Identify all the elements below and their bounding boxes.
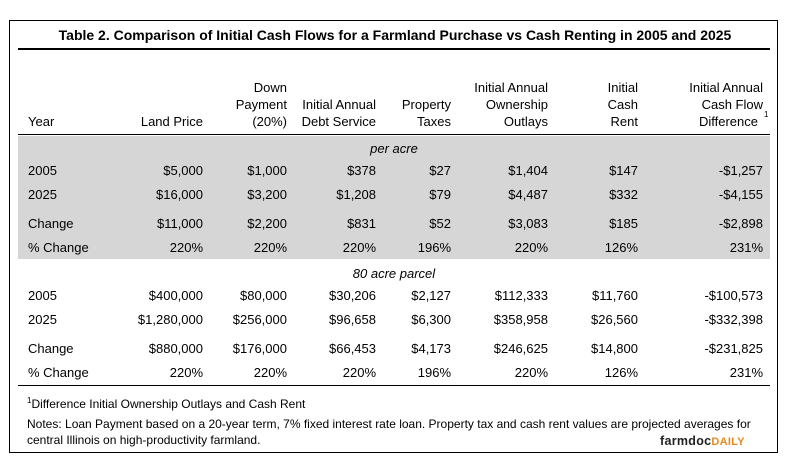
table-cell: $2,200 xyxy=(247,216,287,231)
table-cell: 220% xyxy=(169,365,203,380)
column-header-6-line-1: Cash xyxy=(607,97,638,112)
logo-part-1: farmdoc xyxy=(660,434,712,448)
column-header-6-line-0: Initial xyxy=(607,80,638,95)
logo-part-2: DAILY xyxy=(711,436,745,448)
table-cell: 196% xyxy=(417,365,451,380)
header-rule xyxy=(18,134,770,135)
row-label: Change xyxy=(28,216,74,231)
farmdoc-daily-logo: farmdocDAILY xyxy=(660,434,745,448)
footnote-text: Difference Initial Ownership Outlays and… xyxy=(31,397,306,411)
row-label: 2005 xyxy=(28,288,57,303)
table-cell: 231% xyxy=(729,365,763,380)
section-label: per acre xyxy=(370,141,418,156)
table-cell: $5,000 xyxy=(163,163,203,178)
table-cell: $1,404 xyxy=(508,163,548,178)
table-cell: $4,487 xyxy=(508,187,548,202)
table-cell: $79 xyxy=(429,187,451,202)
notes-line-2: central Illinois on high-productivity fa… xyxy=(27,433,261,447)
table-cell: 220% xyxy=(342,365,376,380)
table-cell: $14,800 xyxy=(591,341,638,356)
table-cell: 220% xyxy=(514,365,548,380)
table-cell: $11,000 xyxy=(156,216,203,231)
column-header-1-line-0: Land Price xyxy=(140,114,203,129)
column-header-3-line-1: Debt Service xyxy=(301,114,376,129)
column-header-2-line-1: Payment xyxy=(235,97,287,112)
table-cell: $96,658 xyxy=(329,312,376,327)
footnote-mark: 1 xyxy=(27,396,32,405)
table-cell: $256,000 xyxy=(232,312,287,327)
table-cell: 220% xyxy=(253,240,287,255)
column-header-footnote-mark: 1 xyxy=(764,110,769,119)
table-cell: $80,000 xyxy=(240,288,287,303)
table-cell: $16,000 xyxy=(156,187,203,202)
table-cell: 196% xyxy=(417,240,451,255)
column-header-3-line-0: Initial Annual xyxy=(302,97,376,112)
row-label: % Change xyxy=(28,240,89,255)
table-cell: $1,280,000 xyxy=(137,312,203,327)
table-cell: -$231,825 xyxy=(704,341,763,356)
table-cell: $378 xyxy=(347,163,376,178)
table-cell: -$332,398 xyxy=(704,312,763,327)
table-cell: $831 xyxy=(347,216,376,231)
table-cell: $1,000 xyxy=(247,163,287,178)
column-header-4-line-1: Taxes xyxy=(417,114,451,129)
table-cell: $400,000 xyxy=(148,288,203,303)
column-header-5-line-2: Outlays xyxy=(503,114,548,129)
notes-line-1: Notes: Loan Payment based on a 20-year t… xyxy=(27,417,751,431)
column-header-0-line-0: Year xyxy=(28,114,55,129)
table-cell: $27 xyxy=(429,163,451,178)
table-cell: $3,083 xyxy=(508,216,548,231)
footnote: 1Difference Initial Ownership Outlays an… xyxy=(27,393,305,412)
column-header-7-line-1: Cash Flow xyxy=(701,97,763,112)
table-bottom-rule xyxy=(18,385,770,386)
column-header-2-line-0: Down xyxy=(253,80,287,95)
table-cell: 126% xyxy=(604,240,638,255)
table-cell: 126% xyxy=(604,365,638,380)
table-cell: -$1,257 xyxy=(718,163,763,178)
table-cell: $30,206 xyxy=(329,288,376,303)
table-cell: 231% xyxy=(729,240,763,255)
table-cell: 220% xyxy=(253,365,287,380)
table-cell: 220% xyxy=(169,240,203,255)
title-rule xyxy=(18,48,770,50)
table-title: Table 2. Comparison of Initial Cash Flow… xyxy=(58,27,732,43)
table-cell: -$100,573 xyxy=(704,288,763,303)
table-frame xyxy=(9,20,778,453)
row-label: % Change xyxy=(28,365,89,380)
table-cell: $52 xyxy=(429,216,451,231)
table-cell: $112,333 xyxy=(494,288,548,303)
table-cell: $185 xyxy=(609,216,638,231)
table-cell: $1,208 xyxy=(336,187,376,202)
table-cell: $246,625 xyxy=(493,341,548,356)
column-header-5-line-1: Ownership xyxy=(485,97,548,112)
row-label: Change xyxy=(28,341,74,356)
table-cell: $3,200 xyxy=(247,187,287,202)
table-cell: $147 xyxy=(609,163,638,178)
column-header-7-line-2: Difference xyxy=(698,114,758,129)
table-cell: $6,300 xyxy=(411,312,451,327)
row-label: 2005 xyxy=(28,163,57,178)
table-cell: $358,958 xyxy=(493,312,548,327)
table-cell: $880,000 xyxy=(148,341,203,356)
row-label: 2025 xyxy=(28,312,57,327)
column-header-2-line-2: (20%) xyxy=(252,114,287,129)
row-label: 2025 xyxy=(28,187,57,202)
table-cell: -$2,898 xyxy=(718,216,763,231)
table-cell: 220% xyxy=(514,240,548,255)
table-cell: $2,127 xyxy=(411,288,451,303)
section-label: 80 acre parcel xyxy=(352,266,436,281)
table-cell: $66,453 xyxy=(329,341,376,356)
table-cell: $332 xyxy=(609,187,638,202)
column-header-4-line-0: Property xyxy=(401,97,451,112)
column-header-6-line-2: Rent xyxy=(610,114,638,129)
table-cell: $11,760 xyxy=(591,288,638,303)
table-cell: 220% xyxy=(342,240,376,255)
column-header-7-line-0: Initial Annual xyxy=(689,80,763,95)
section-shading xyxy=(18,136,770,259)
table-cell: $176,000 xyxy=(232,341,287,356)
column-header-5-line-0: Initial Annual xyxy=(474,80,548,95)
table-cell: $26,560 xyxy=(591,312,638,327)
table-cell: -$4,155 xyxy=(718,187,763,202)
table-cell: $4,173 xyxy=(411,341,451,356)
